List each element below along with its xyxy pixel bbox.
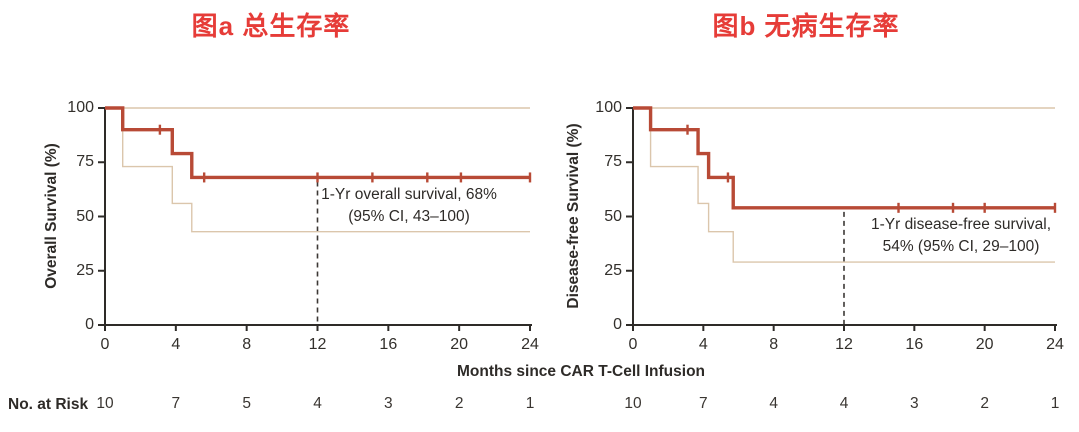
at-risk-count: 10 <box>96 395 114 412</box>
km-curve-overall-survival <box>105 106 530 180</box>
x-tick-label: 8 <box>242 336 252 353</box>
at-risk-count: 5 <box>242 395 251 412</box>
x-tick-label: 12 <box>308 336 327 353</box>
y-tick-label: 75 <box>76 153 94 171</box>
x-tick-label: 16 <box>905 336 924 353</box>
at-risk-count: 10 <box>624 395 642 412</box>
x-axis-label: Months since CAR T-Cell Infusion <box>456 363 706 380</box>
y-tick-label: 50 <box>76 207 94 225</box>
km-curve-disease-free-survival <box>633 106 1055 210</box>
x-tick-label: 8 <box>769 336 779 353</box>
y-tick-label: 50 <box>604 207 622 225</box>
y-tick-label: 25 <box>604 261 622 279</box>
at-risk-count: 1 <box>525 395 535 412</box>
at-risk-count: 4 <box>313 395 322 412</box>
y-tick-label: 25 <box>76 261 94 279</box>
y-tick-label: 75 <box>604 153 622 171</box>
y-tick-label: 0 <box>613 316 622 333</box>
x-tick-label: 4 <box>171 336 181 353</box>
at-risk-count: 2 <box>454 395 464 412</box>
at-risk-count: 7 <box>699 395 708 412</box>
at-risk-count: 7 <box>171 395 181 412</box>
no-at-risk-label: No. at Risk <box>8 396 89 413</box>
panel-b-y-axis-label: Disease-free Survival (%) <box>565 123 582 309</box>
x-tick-label: 16 <box>379 336 398 353</box>
panel-a-annotation-line-2: (95% CI, 43–100) <box>348 208 470 225</box>
panel-a-annotation: 1-Yr overall survival, 68% (95% CI, 43–1… <box>321 184 497 228</box>
panel-b-annotation-line-2: 54% (95% CI, 29–100) <box>882 238 1040 255</box>
panel-b-annotation: 1-Yr disease-free survival, 54% (95% CI,… <box>871 214 1051 258</box>
panel-b-title: 图b 无病生存率 <box>712 11 900 41</box>
at-risk-count: 3 <box>910 395 919 412</box>
x-tick-label: 12 <box>835 336 853 353</box>
at-risk-count: 4 <box>839 395 849 412</box>
x-tick-label: 24 <box>521 336 539 353</box>
ci-curve-ci-lower <box>633 107 1055 263</box>
x-tick-label: 0 <box>100 336 110 353</box>
x-tick-label: 0 <box>628 336 638 353</box>
x-tick-label: 24 <box>1046 336 1064 353</box>
panel-b-annotation-line-1: 1-Yr disease-free survival, <box>870 216 1052 233</box>
at-risk-count: 3 <box>384 395 393 412</box>
x-tick-label: 20 <box>975 336 994 353</box>
at-risk-count: 4 <box>769 395 778 412</box>
y-tick-label: 100 <box>595 99 622 116</box>
panel-a-annotation-line-1: 1-Yr overall survival, 68% <box>321 186 497 203</box>
y-tick-label: 100 <box>67 99 94 116</box>
at-risk-count: 2 <box>980 395 989 412</box>
y-tick-label: 0 <box>85 316 94 333</box>
x-tick-label: 4 <box>698 336 708 353</box>
panel-a-y-axis-label: Overall Survival (%) <box>43 143 60 289</box>
at-risk-count: 1 <box>1050 395 1060 412</box>
x-tick-label: 20 <box>450 336 469 353</box>
panel-a-title: 图a 总生存率 <box>191 11 351 41</box>
